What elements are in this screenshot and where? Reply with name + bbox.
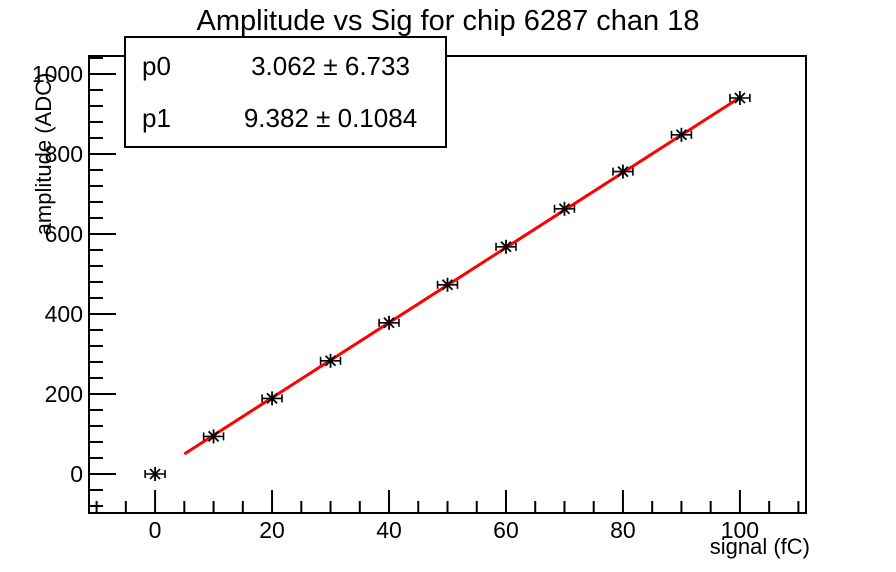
stats-param-value: 9.382 ± 0.1084 [243, 103, 418, 133]
asterisk-marker [675, 129, 688, 141]
x-tick-label: 20 [259, 517, 285, 543]
x-tick-label: 80 [610, 517, 636, 543]
data-point [378, 315, 400, 330]
stats-param-name: p0 [142, 51, 171, 81]
asterisk-marker [558, 203, 571, 215]
stats-row-p0: p0 3.062 ± 6.733 [126, 38, 445, 94]
fit-line [183, 96, 741, 456]
y-tick-label: 400 [45, 301, 83, 327]
data-point [670, 127, 693, 142]
data-point [144, 467, 166, 481]
stats-row-p1: p1 9.382 ± 0.1084 [126, 90, 445, 146]
asterisk-marker [149, 468, 161, 480]
y-tick-label: 600 [45, 221, 83, 247]
data-point [612, 164, 634, 179]
data-point [319, 353, 342, 368]
asterisk-marker [324, 355, 337, 367]
stats-param-value: 3.062 ± 6.733 [251, 51, 410, 81]
data-point [553, 201, 576, 216]
data-point [261, 391, 283, 406]
y-tick-label: 200 [45, 381, 83, 407]
data-point [436, 277, 459, 292]
chart-title: Amplitude vs Sig for chip 6287 chan 18 [196, 5, 700, 37]
data-point [202, 429, 225, 444]
y-axis-title: amplitude (ADC) [31, 72, 56, 236]
x-tick-label: 40 [376, 517, 402, 543]
asterisk-marker [441, 279, 454, 291]
y-tick-label: 0 [70, 461, 83, 487]
y-tick-label: 800 [45, 141, 83, 167]
asterisk-marker [266, 392, 278, 405]
fit-stats-box: p0 3.062 ± 6.733 p1 9.382 ± 0.1084 [124, 36, 447, 148]
x-axis-title: signal (fC) [709, 534, 810, 559]
asterisk-marker [207, 430, 220, 443]
x-tick-label: 60 [493, 517, 519, 543]
data-point [495, 239, 517, 254]
asterisk-marker [383, 317, 395, 329]
asterisk-marker [734, 92, 746, 104]
asterisk-marker [500, 241, 512, 253]
stats-param-name: p1 [142, 103, 171, 133]
y-tick-label: 1000 [32, 61, 83, 87]
asterisk-marker [617, 165, 629, 178]
data-point [729, 91, 751, 105]
x-tick-label: 0 [149, 517, 162, 543]
x-tick-label: 100 [721, 517, 759, 543]
